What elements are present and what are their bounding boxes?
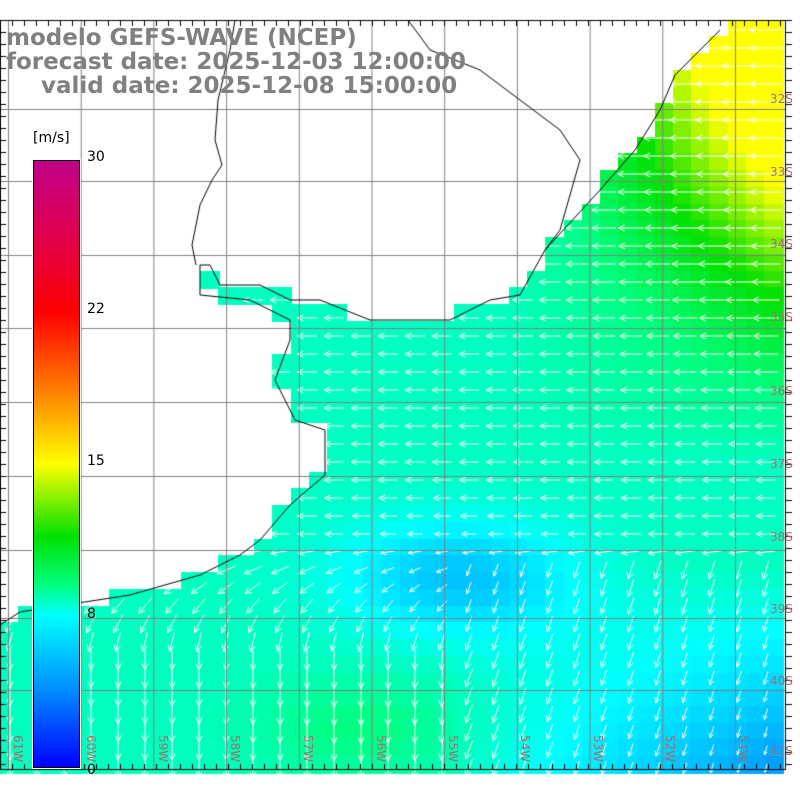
lat-label: 37S <box>770 457 793 471</box>
lon-label: 59W <box>156 735 170 763</box>
colorbar-unit: [m/s] <box>33 130 70 146</box>
lon-label: 54W <box>518 735 532 763</box>
lon-label: 53W <box>591 735 605 763</box>
lat-label: 38S <box>770 530 793 544</box>
colorbar <box>32 159 81 769</box>
colorbar-tick: 22 <box>87 301 105 317</box>
lat-label: 39S <box>770 602 793 616</box>
lat-label: 32S <box>770 92 793 106</box>
lon-label: 61W <box>11 735 25 763</box>
colorbar-tick: 15 <box>87 453 105 469</box>
lon-label: 60W <box>84 735 98 763</box>
lon-label: 52W <box>663 735 677 763</box>
lat-label: 33S <box>770 165 793 179</box>
lat-label: 36S <box>770 384 793 398</box>
lon-label: 56W <box>374 735 388 763</box>
lon-label: 58W <box>228 735 242 763</box>
lon-label: 57W <box>301 735 315 763</box>
lat-label: 35S <box>770 310 793 324</box>
lat-label: 34S <box>770 237 793 251</box>
colorbar-tick: 0 <box>87 762 96 778</box>
model-title: modelo GEFS-WAVE (NCEP) <box>6 25 357 51</box>
forecast-date: forecast date: 2025-12-03 12:00:00 <box>6 49 466 75</box>
lon-label: 51W <box>736 735 750 763</box>
lat-label: 41S <box>770 744 793 758</box>
colorbar-tick: 30 <box>87 149 105 165</box>
colorbar-tick: 8 <box>87 606 96 622</box>
lon-label: 55W <box>446 735 460 763</box>
lat-label: 40S <box>770 674 793 688</box>
valid-date: valid date: 2025-12-08 15:00:00 <box>41 73 458 99</box>
